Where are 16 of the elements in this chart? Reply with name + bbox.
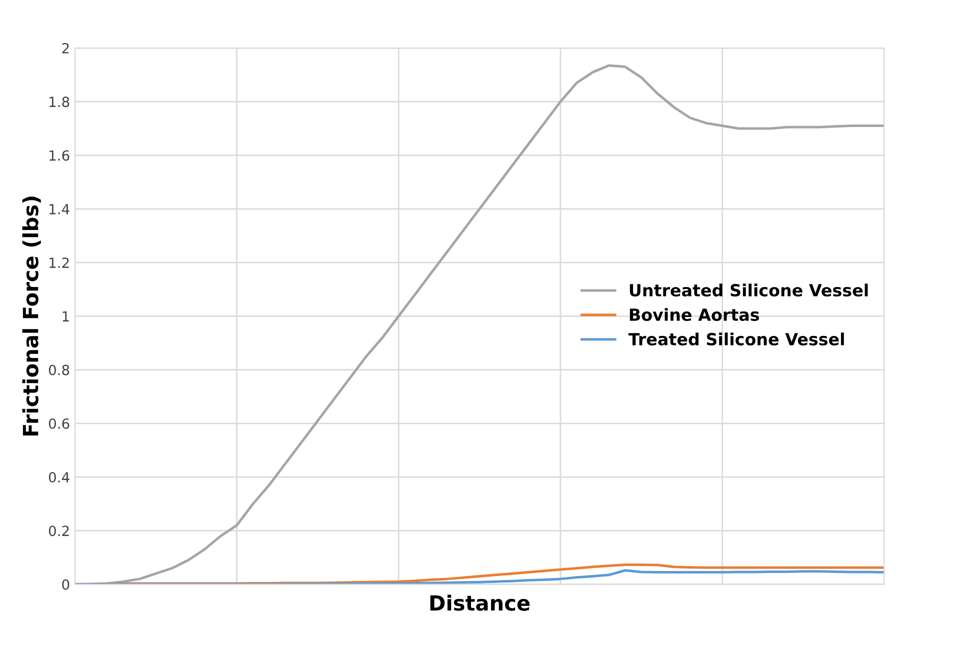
legend-label: Untreated Silicone Vessel: [630, 284, 868, 297]
y-tick-label: 0.2: [48, 526, 69, 536]
legend-label: Treated Silicone Vessel: [628, 332, 844, 346]
y-tick-label: 2: [62, 43, 69, 54]
y-tick-label: 0.6: [48, 418, 70, 429]
y-tick-label: 1.4: [50, 204, 70, 214]
y-tick-label: 1.6: [50, 150, 70, 161]
y-tick-label: 1.8: [50, 96, 70, 108]
y-tick-label: 1.2: [50, 258, 69, 268]
x-axis-title: Distance: [430, 594, 530, 611]
y-tick-label: 1: [62, 311, 69, 322]
y-tick-label: 0: [62, 579, 70, 590]
y-axis-title: Frictional Force (lbs): [22, 196, 41, 436]
y-tick-label: 0.4: [48, 472, 70, 483]
legend-label: Bovine Aortas: [630, 308, 760, 322]
y-tick-label: 0.8: [48, 364, 70, 376]
